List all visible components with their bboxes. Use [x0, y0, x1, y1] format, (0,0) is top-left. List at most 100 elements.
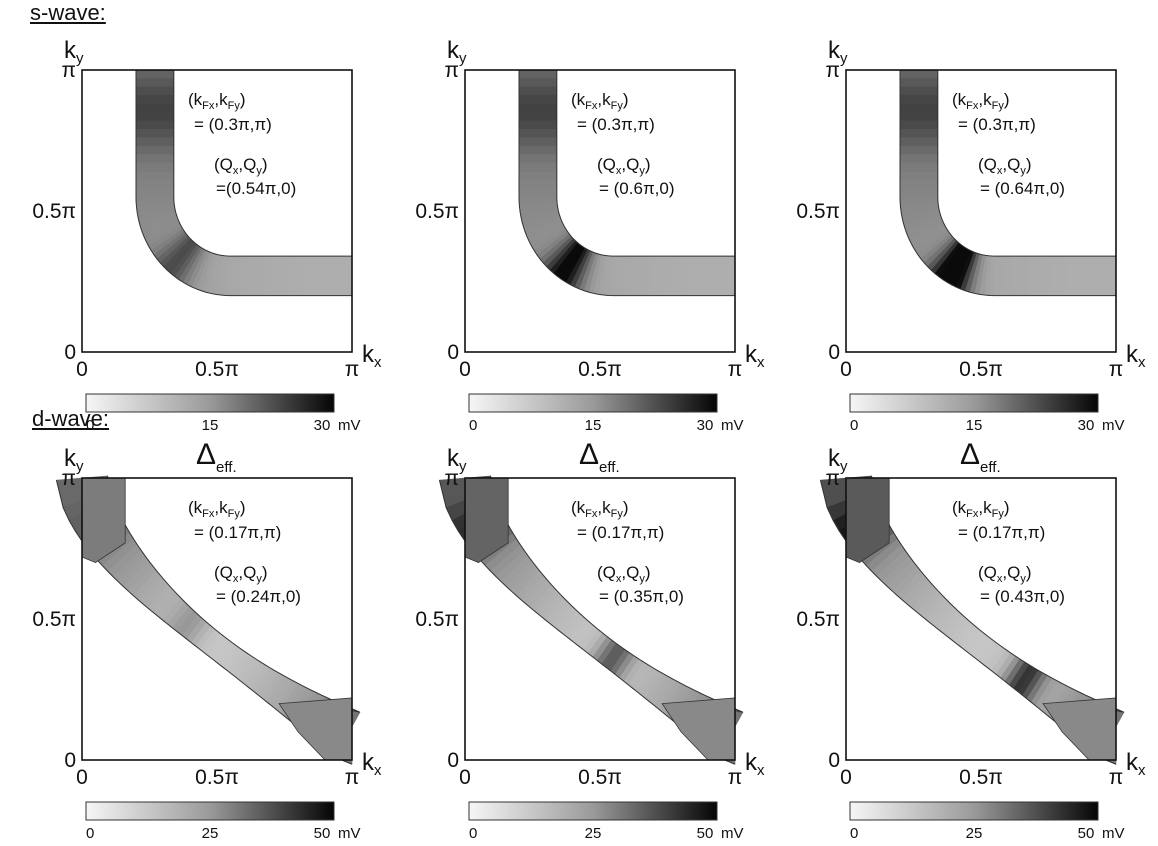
heatmap-panel-6: 0 0.5π π 0 0.5π π kx ky (kFx,kFy) = (0.17π,π) (Qx,… — [764, 445, 1146, 846]
y-axis-label: ky — [447, 445, 467, 475]
x-axis-label: kx — [362, 341, 382, 371]
colorbar-tick-label: 0 — [850, 417, 858, 434]
gap-band-segment — [899, 179, 939, 189]
colorbar — [849, 393, 1099, 413]
colorbar-tick-label: 15 — [966, 417, 983, 434]
kf-annotation: (kFx,kFy) — [952, 90, 1010, 112]
y-tick-label: π — [826, 467, 841, 490]
q-annotation: (Qx,Qy) — [597, 155, 651, 177]
gap-band-segment — [1099, 255, 1109, 296]
gap-band-segment — [230, 255, 239, 296]
colorbar-tick-label: 15 — [202, 417, 219, 434]
kf-annotation: (kFx,kFy) — [188, 498, 246, 520]
gap-band-segment — [702, 255, 712, 296]
gap-band-segment — [899, 120, 939, 130]
gap-band-segment — [518, 103, 558, 113]
gap-band-segment — [518, 112, 558, 122]
colorbar-tick-label: 0 — [850, 825, 858, 842]
x-tick-label: π — [1109, 766, 1124, 789]
gap-band-segment — [1002, 255, 1011, 296]
gap-band-segment — [1107, 255, 1117, 296]
y-tick-label: 0 — [828, 341, 840, 364]
gap-band-segment — [899, 103, 939, 113]
kf-value: = (0.17π,π) — [577, 523, 664, 542]
gap-band-segment — [303, 255, 312, 296]
colorbar-tick-label: 0 — [86, 825, 94, 842]
gap-band-segment — [1075, 255, 1084, 296]
plot-frame — [845, 69, 1117, 353]
gap-band-segment — [518, 137, 558, 147]
colorbar-unit: mV — [721, 825, 744, 842]
x-tick-label: π — [345, 358, 360, 381]
colorbar-tick-label: 15 — [585, 417, 602, 434]
gap-band-segment — [262, 255, 272, 296]
gap-band-segment — [694, 255, 703, 296]
gap-band-segment — [899, 78, 939, 88]
gap-band-segment — [286, 255, 296, 296]
gap-band-segment — [645, 255, 655, 296]
gap-band-segment — [135, 162, 175, 172]
band-edge — [173, 70, 352, 257]
plot-frame — [464, 69, 736, 353]
colorbar-tick-label: 25 — [966, 825, 983, 842]
q-value: = (0.35π,0) — [599, 587, 684, 606]
x-tick-label: 0.5π — [578, 766, 622, 789]
kf-annotation: (kFx,kFy) — [952, 498, 1010, 520]
colorbar — [468, 393, 718, 413]
y-axis-label: ky — [64, 445, 84, 475]
gap-band-segment — [343, 255, 353, 296]
colorbar-tick-label: 0 — [86, 417, 94, 434]
gap-band-segment — [1058, 255, 1068, 296]
gap-band-segment — [637, 255, 647, 296]
gap-band-segment — [899, 86, 939, 96]
kf-annotation: (kFx,kFy) — [188, 90, 246, 112]
gap-band-segment — [518, 95, 558, 105]
colorbar-unit: mV — [1102, 417, 1125, 434]
kf-annotation: (kFx,kFy) — [571, 498, 629, 520]
heatmap-panel-5: 0 0.5π π 0 0.5π π kx ky (kFx,kFy) = (0.17π,π) (Qx,… — [383, 445, 765, 846]
x-tick-label: 0 — [459, 358, 471, 381]
gap-band-segment — [718, 255, 728, 296]
y-axis-label: ky — [828, 445, 848, 475]
gap-band-segment — [899, 162, 939, 172]
band-edge — [107, 475, 361, 713]
gap-band-segment — [686, 255, 695, 296]
colorbar-unit: mV — [338, 825, 361, 842]
colorbar-tick-label: 30 — [697, 417, 714, 434]
gap-band-segment — [135, 78, 175, 88]
q-value: =(0.54π,0) — [216, 179, 296, 198]
gap-band-segment — [629, 255, 639, 296]
y-tick-label: 0.5π — [796, 608, 840, 631]
q-annotation: (Qx,Qy) — [214, 563, 268, 585]
y-axis-label: ky — [64, 37, 84, 67]
band-edge — [937, 70, 1116, 257]
heatmap-panel-1: 0 0.5π π 0 0.5π π kx ky (kFx,kFy) = (0.3π,π) (Qx,Q… — [0, 37, 382, 476]
gap-band-segment — [135, 86, 175, 96]
gap-band-segment — [311, 255, 320, 296]
gap-band-segment — [1026, 255, 1036, 296]
colorbar — [468, 801, 718, 821]
gap-band-segment — [1067, 255, 1076, 296]
gap-band-segment — [135, 188, 175, 198]
x-tick-label: 0.5π — [195, 358, 239, 381]
kf-annotation: (kFx,kFy) — [571, 90, 629, 112]
gap-band-segment — [135, 120, 175, 130]
q-annotation: (Qx,Qy) — [214, 155, 268, 177]
q-value: = (0.24π,0) — [216, 587, 301, 606]
gap-band-segment — [1034, 255, 1044, 296]
y-tick-label: 0 — [64, 341, 76, 364]
y-tick-label: 0.5π — [32, 608, 76, 631]
y-tick-label: 0 — [828, 749, 840, 772]
q-value: = (0.6π,0) — [599, 179, 675, 198]
y-axis-label: ky — [828, 37, 848, 67]
x-tick-label: π — [728, 358, 743, 381]
y-tick-label: 0.5π — [32, 200, 76, 223]
gap-band-segment — [518, 78, 558, 88]
colorbar-unit: mV — [1102, 825, 1125, 842]
colorbar-unit: mV — [721, 417, 744, 434]
gap-band-segment — [1018, 255, 1028, 296]
